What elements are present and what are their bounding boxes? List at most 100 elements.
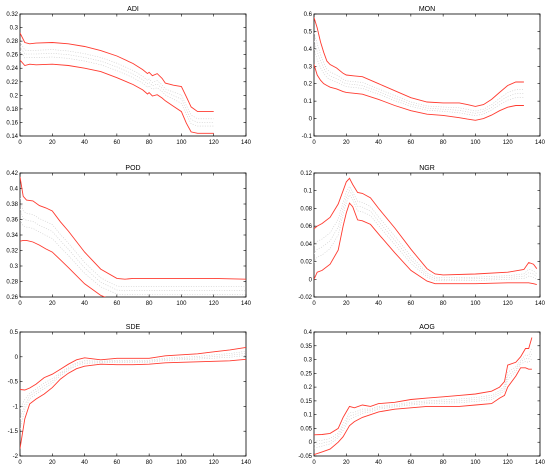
series-interior-line <box>20 219 246 296</box>
x-tick-label: 100 <box>470 460 481 466</box>
x-tick-label: 20 <box>343 460 350 466</box>
y-tick-label: -1 <box>13 404 19 410</box>
y-tick-label: 0.22 <box>6 80 18 86</box>
series-interior-line <box>314 358 533 449</box>
chart-title: NGR <box>419 165 435 172</box>
series-interior-line <box>314 40 524 114</box>
chart-sde: SDE 0 20 40 60 80 100 120 140 -2 -1.5 -1 -0.5 0 0.5 <box>8 324 252 466</box>
chart-title: ADI <box>127 6 139 13</box>
series-lower-line <box>314 367 532 456</box>
y-tick-label: 0 <box>309 440 313 446</box>
y-tick-label: 0 <box>309 277 313 283</box>
series-interior-line <box>20 46 214 123</box>
y-tick-label: 0.2 <box>304 82 313 88</box>
y-tick-label: 0.32 <box>6 249 18 255</box>
series-lower-line <box>314 64 524 121</box>
series-lower-line <box>20 239 107 297</box>
series-interior-line <box>20 50 214 127</box>
chart-adi: ADI 0 20 40 60 80 100 120 140 0.14 0.16 0.18 0.2 0.22… <box>6 6 251 146</box>
y-tick-label: 0.42 <box>6 171 18 177</box>
x-tick-label: 120 <box>503 140 514 146</box>
x-tick-label: 20 <box>49 301 56 307</box>
y-tick-label: 0.32 <box>6 12 18 18</box>
y-tick-label: 0.1 <box>304 99 313 105</box>
x-tick-label: 100 <box>470 140 481 146</box>
y-tick-label: 0.6 <box>304 12 313 18</box>
series-interior-line <box>20 198 246 288</box>
series-interior-line <box>20 355 246 430</box>
series-interior-line <box>314 32 524 112</box>
y-tick-label: 0.38 <box>6 202 18 208</box>
plot-frame <box>313 331 541 457</box>
x-tick-label: 100 <box>176 140 187 146</box>
series-upper-line <box>314 337 533 436</box>
y-tick-label: 0.02 <box>300 260 312 266</box>
y-tick-label: 0.4 <box>304 47 313 53</box>
x-tick-label: 40 <box>81 301 88 307</box>
x-tick-label: 140 <box>241 140 252 146</box>
series-interior-line <box>20 41 214 120</box>
x-tick-label: 80 <box>440 301 447 307</box>
x-tick-label: 140 <box>535 140 546 146</box>
series-interior-line <box>314 347 533 442</box>
x-tick-label: 100 <box>470 301 481 307</box>
chart-title: SDE <box>126 324 141 331</box>
series-interior-line <box>314 353 533 445</box>
x-tick-label: 140 <box>241 460 252 466</box>
y-tick-label: 0.15 <box>300 399 312 405</box>
x-tick-label: 40 <box>81 140 88 146</box>
x-tick-label: 140 <box>535 301 546 307</box>
y-tick-label: 0.4 <box>10 187 19 193</box>
series-upper-line <box>20 176 246 280</box>
y-tick-label: 0.18 <box>6 107 18 113</box>
x-tick-label: 100 <box>176 301 187 307</box>
y-tick-label: 0.2 <box>304 385 313 391</box>
plot-frame <box>313 13 541 137</box>
x-tick-label: 0 <box>18 140 22 146</box>
x-tick-label: 0 <box>18 301 22 307</box>
series-interior-line <box>314 194 537 282</box>
y-tick-label: -1.5 <box>8 429 19 435</box>
x-tick-label: 80 <box>440 460 447 466</box>
x-tick-label: 20 <box>49 460 56 466</box>
y-tick-label: 0.2 <box>10 93 19 99</box>
x-tick-label: 120 <box>503 460 514 466</box>
x-tick-label: 60 <box>408 140 415 146</box>
y-tick-label: 0.1 <box>304 189 313 195</box>
y-tick-label: 0.3 <box>304 64 313 70</box>
x-tick-label: 0 <box>312 140 316 146</box>
x-tick-label: 140 <box>241 301 252 307</box>
x-tick-label: 80 <box>440 140 447 146</box>
y-tick-label: 0.4 <box>304 330 313 336</box>
y-tick-label: 0.06 <box>300 224 312 230</box>
x-tick-label: 0 <box>18 460 22 466</box>
y-tick-label: -0.02 <box>298 295 312 301</box>
x-tick-label: 20 <box>343 140 350 146</box>
x-tick-label: 80 <box>146 301 153 307</box>
y-tick-label: 0 <box>15 355 19 361</box>
x-tick-label: 120 <box>503 301 514 307</box>
y-tick-label: 0.28 <box>6 39 18 45</box>
y-tick-label: 0.36 <box>6 218 18 224</box>
y-tick-label: 0.26 <box>6 295 18 301</box>
series-upper-line <box>20 32 214 113</box>
y-tick-label: -0.05 <box>298 454 312 460</box>
x-tick-label: 0 <box>312 460 316 466</box>
x-tick-label: 120 <box>209 140 220 146</box>
y-tick-label: 0.26 <box>6 53 18 59</box>
y-tick-label: 0.34 <box>6 233 18 239</box>
y-tick-label: -0.5 <box>8 380 19 386</box>
y-tick-label: 0.28 <box>6 280 18 286</box>
x-tick-label: 80 <box>146 460 153 466</box>
plot-frame <box>313 172 541 298</box>
y-tick-label: 0.12 <box>300 171 312 177</box>
x-tick-label: 60 <box>408 301 415 307</box>
chart-title: POD <box>125 165 140 172</box>
x-tick-label: 20 <box>343 301 350 307</box>
y-tick-label: 0.35 <box>300 344 312 350</box>
y-tick-label: 0.04 <box>300 242 312 248</box>
